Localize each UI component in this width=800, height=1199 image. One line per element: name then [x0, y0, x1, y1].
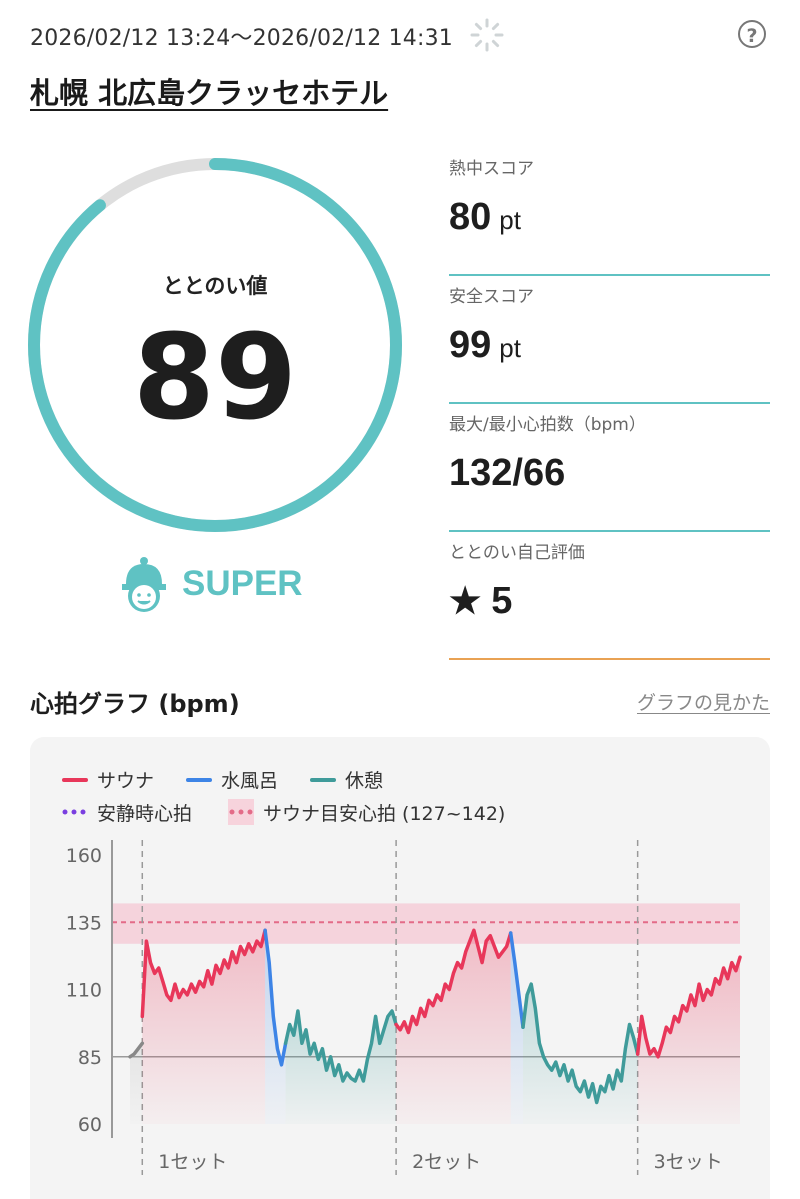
- legend-label: 休憩: [345, 770, 384, 792]
- stat-safety-score: 安全スコア 99 pt: [449, 276, 770, 404]
- sauna-series-line: [635, 955, 742, 1059]
- facility-name-link[interactable]: 札幌 北広島クラッセホテル: [30, 76, 389, 110]
- chart-title: 心拍グラフ (bpm): [30, 690, 240, 718]
- target-hr-band: [112, 903, 740, 944]
- header: 2026/02/12 13:24～2026/02/12 14:31 ?: [30, 18, 770, 54]
- cold-series-line: [508, 931, 525, 1029]
- stat-number: 80: [449, 196, 492, 238]
- rest-series-line: [521, 982, 640, 1105]
- stat-value: 132/66: [449, 452, 565, 495]
- y-tick-label: 110: [66, 980, 102, 1002]
- legend-swatch: [62, 809, 86, 815]
- rest-area: [523, 984, 638, 1124]
- cold-series-line: [263, 928, 288, 1067]
- legend-swatch: [310, 778, 336, 782]
- stat-number: 132/66: [449, 452, 566, 494]
- set-label: 2セット: [412, 1151, 481, 1173]
- loading-spinner-icon: [470, 18, 504, 52]
- star-icon: ★: [449, 580, 482, 621]
- rest-area: [285, 1011, 397, 1124]
- gauge-value: 89: [132, 308, 298, 446]
- legend-swatch: [186, 778, 212, 782]
- session-datetime: 2026/02/12 13:24～2026/02/12 14:31: [30, 26, 453, 51]
- y-tick-label: 60: [78, 1114, 102, 1136]
- stat-label: 熱中スコア: [449, 159, 534, 179]
- stat-number: 5: [491, 580, 513, 622]
- sauna-series-line: [140, 928, 267, 1019]
- stat-unit: pt: [499, 333, 521, 363]
- gauge-progress-arc: [28, 158, 402, 532]
- stat-heat-score: 熱中スコア 80 pt: [449, 148, 770, 276]
- help-button[interactable]: ?: [738, 20, 766, 48]
- y-tick-label: 135: [66, 912, 102, 934]
- stat-label: ととのい自己評価: [449, 543, 585, 563]
- totonoi-gauge: [28, 158, 402, 532]
- legend-swatch: [228, 799, 254, 825]
- gauge-label: ととのい値: [162, 274, 268, 298]
- set-label: 1セット: [158, 1151, 227, 1173]
- stat-number: 99: [449, 324, 492, 366]
- stat-unit: pt: [499, 205, 521, 235]
- stat-self-rating[interactable]: ととのい自己評価 ★ 5: [449, 532, 770, 660]
- stat-heart-rate-range: 最大/最小心拍数（bpm） 132/66: [449, 404, 770, 532]
- chart-help-link[interactable]: グラフの見かた: [636, 692, 770, 714]
- stats-panel: 熱中スコア 80 pt 安全スコア 99 pt 最大/最小心拍数（bpm） 132/…: [449, 148, 770, 660]
- sauna-series-line: [394, 928, 513, 1035]
- stat-label: 最大/最小心拍数（bpm）: [449, 415, 646, 435]
- legend-swatch: [62, 778, 88, 782]
- y-tick-label: 85: [78, 1047, 102, 1069]
- sauna-area: [637, 957, 740, 1124]
- legend-label: サウナ: [97, 770, 155, 792]
- rank-label: SUPER: [182, 564, 303, 603]
- set-label: 3セット: [654, 1151, 723, 1173]
- pre-series-line: [128, 1041, 145, 1059]
- cold-area: [510, 933, 524, 1124]
- pre-area: [130, 1043, 143, 1124]
- legend-label: 水風呂: [221, 770, 279, 792]
- sauna-area: [142, 930, 266, 1124]
- stat-value: 99 pt: [449, 324, 521, 367]
- legend-label: サウナ目安心拍 (127~142): [263, 803, 506, 825]
- sauna-area: [396, 930, 511, 1124]
- rest-series-line: [283, 1009, 398, 1083]
- y-tick-label: 160: [66, 845, 102, 867]
- sauna-hat-face-icon: [122, 557, 166, 612]
- stat-label: 安全スコア: [449, 287, 534, 307]
- stat-value: 80 pt: [449, 196, 521, 239]
- legend-label: 安静時心拍: [97, 803, 193, 825]
- stat-value: ★ 5: [449, 580, 512, 623]
